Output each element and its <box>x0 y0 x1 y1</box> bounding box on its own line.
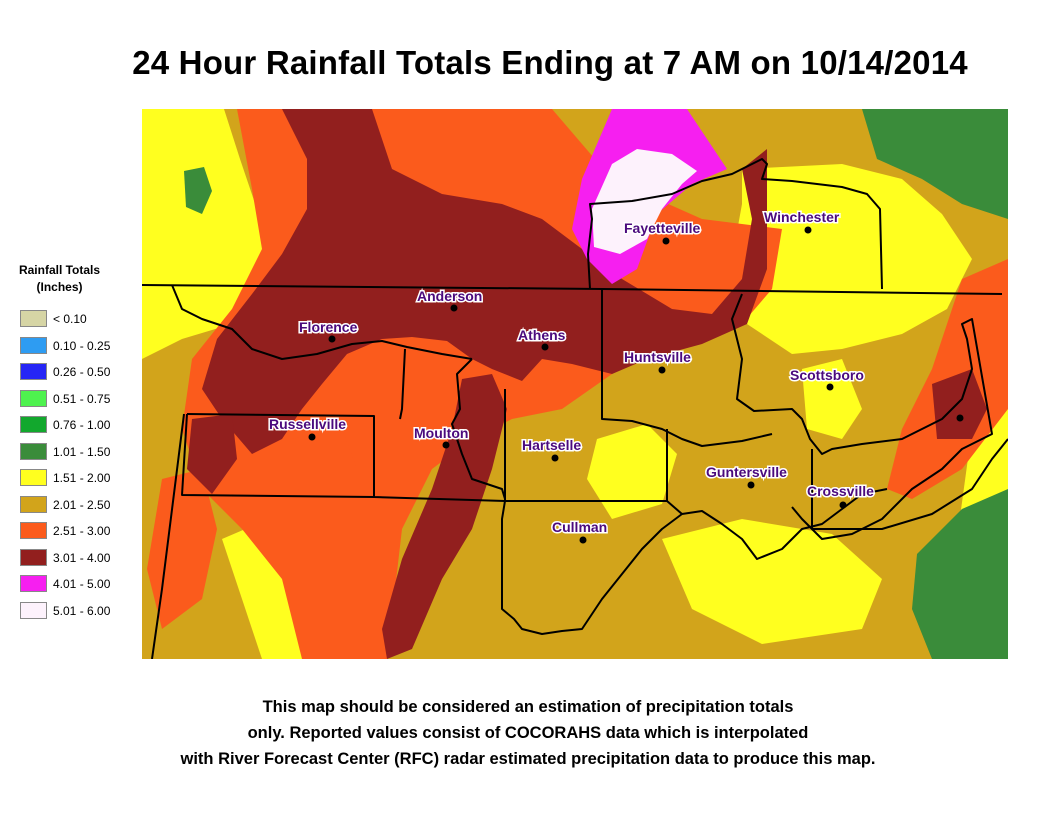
legend-title-line-2: (Inches) <box>36 280 83 294</box>
rain-area-3-01-4-00-east <box>932 369 987 439</box>
legend-swatch <box>20 601 47 619</box>
map-title: 24 Hour Rainfall Totals Ending at 7 AM o… <box>132 44 968 81</box>
disclaimer-line-2: only. Reported values consist of COCORAH… <box>247 724 809 742</box>
city-label-crossville: Crossville <box>807 483 874 499</box>
legend-swatch <box>20 522 47 539</box>
city-label-cullman: Cullman <box>552 519 607 535</box>
city-label-guntersville: Guntersville <box>706 464 787 480</box>
west-map-edge-line <box>151 413 185 659</box>
rain-area-5-01-6-00 <box>592 149 697 254</box>
legend-swatch <box>20 469 47 486</box>
lawrence-morgan-line <box>399 348 406 420</box>
legend-label: 0.26 - 0.50 <box>53 365 111 379</box>
city-dot-scottsboro <box>826 383 834 391</box>
city-label-russellville: Russellville <box>269 416 346 432</box>
colbert-lawrence-line <box>186 413 506 502</box>
city-dot-guntersville <box>747 481 755 489</box>
rainfall-map-svg: Fayetteville Winchester Anderson Florenc… <box>142 109 1008 659</box>
limestone-county-line <box>451 358 506 500</box>
legend-label: < 0.10 <box>53 312 87 326</box>
city-dot-moulton <box>442 441 450 449</box>
legend-label: 0.76 - 1.00 <box>53 418 111 432</box>
legend-swatch <box>20 336 47 354</box>
legend-label: 1.01 - 1.50 <box>53 444 111 459</box>
rain-area-1-51-2-00-hartselle <box>587 424 677 519</box>
franklin-county-outline <box>181 413 375 498</box>
city-dot-florence <box>328 335 336 343</box>
legend-label: 0.10 - 0.25 <box>53 338 111 353</box>
city-label-fayetteville: Fayetteville <box>624 220 700 236</box>
cullman-county-outline <box>501 500 683 635</box>
city-dot-huntsville <box>658 366 666 374</box>
morgan-county-outline <box>504 389 668 502</box>
city-label-huntsville: Huntsville <box>624 349 691 365</box>
county-boundaries <box>142 158 1008 659</box>
city-labels: Fayetteville Winchester Anderson Florenc… <box>268 208 876 537</box>
rain-area-1-51-2-00-scottsboro <box>802 359 862 439</box>
legend-label: 0.51 - 0.75 <box>53 391 111 406</box>
disclaimer: This map should be considered an estimat… <box>0 694 1056 772</box>
rain-area-1-01-1-50-se <box>912 489 1008 659</box>
legend-swatch <box>20 548 47 566</box>
city-dot-anderson <box>450 304 458 312</box>
map-point-dot-east <box>956 414 964 422</box>
jackson-county-outline <box>731 293 993 540</box>
city-label-moulton: Moulton <box>414 425 468 441</box>
legend-title-line-1: Rainfall Totals <box>18 263 101 277</box>
city-label-anderson: Anderson <box>417 288 482 304</box>
city-label-hartselle: Hartselle <box>522 437 581 453</box>
city-label-florence: Florence <box>299 319 358 335</box>
city-dot-crossville <box>839 501 847 509</box>
madison-county-line <box>601 289 773 447</box>
rain-area-3-01-4-00-streak <box>382 374 507 659</box>
city-markers <box>308 226 964 544</box>
city-dot-fayetteville <box>662 237 670 245</box>
legend-label: 5.01 - 6.00 <box>53 603 111 618</box>
disclaimer-line-1: This map should be considered an estimat… <box>262 698 794 716</box>
legend-swatch <box>20 389 47 407</box>
city-dot-russellville <box>308 433 316 441</box>
legend-label: 3.01 - 4.00 <box>53 550 111 565</box>
rain-area-2-51-3-00-sw <box>147 469 217 629</box>
legend-label: 2.01 - 2.50 <box>53 497 111 512</box>
lauderdale-county-outline <box>171 284 473 360</box>
legend-title: Rainfall Totals (Inches) <box>12 262 107 296</box>
city-dot-hartselle <box>551 454 559 462</box>
rain-area-1-51-2-00-northeast <box>732 164 972 354</box>
legend-swatch <box>20 495 47 513</box>
legend-label: 4.01 - 5.00 <box>53 577 111 591</box>
city-label-winchester: Winchester <box>764 209 840 225</box>
disclaimer-line-3: with River Forecast Center (RFC) radar e… <box>180 750 876 768</box>
legend-swatch <box>20 442 47 460</box>
rain-area-1-01-1-50-ne <box>862 109 1008 219</box>
city-dot-winchester <box>804 226 812 234</box>
rain-area-2-51-3-00-russellville <box>292 429 357 499</box>
legend-swatch <box>20 575 47 592</box>
city-label-athens: Athens <box>518 327 566 343</box>
city-dot-athens <box>541 343 549 351</box>
city-label-scottsboro: Scottsboro <box>790 367 864 383</box>
legend-label: 1.51 - 2.00 <box>53 471 111 485</box>
rain-area-1-01-1-50-nw <box>184 167 212 214</box>
legend-label: 2.51 - 3.00 <box>53 524 111 538</box>
legend-swatch <box>20 416 47 433</box>
rain-area-1-51-2-00-southeast <box>662 519 882 644</box>
tennessee-counties-outline <box>587 158 883 290</box>
dekalb-county-outline <box>811 438 1008 530</box>
rain-area-3-01-4-00-core <box>202 109 767 454</box>
rainfall-map: Fayetteville Winchester Anderson Florenc… <box>142 109 1008 659</box>
legend-swatch <box>20 363 47 380</box>
rain-area-3-01-4-00-nw <box>187 414 237 494</box>
legend-swatch <box>20 310 47 327</box>
city-dot-cullman <box>579 536 587 544</box>
